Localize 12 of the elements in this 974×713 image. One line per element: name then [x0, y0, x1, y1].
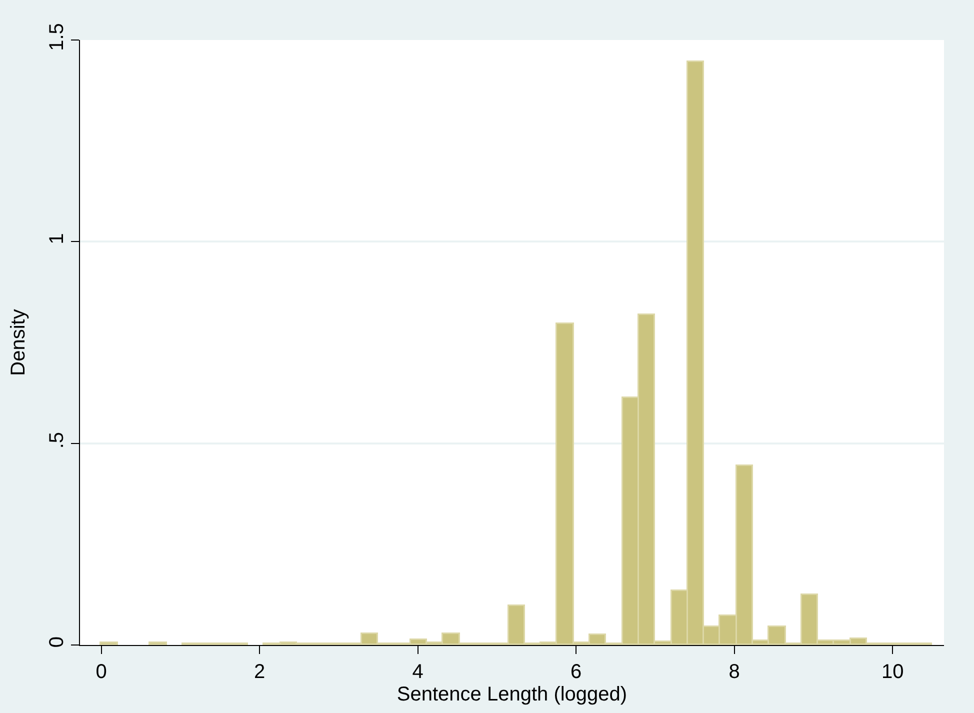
y-axis-title: Density	[8, 309, 30, 376]
x-tick-label: 4	[412, 661, 424, 683]
y-tick-label: .5	[46, 432, 68, 449]
x-tick-label: 2	[254, 661, 266, 683]
x-tick-label: 0	[96, 661, 107, 683]
x-tick-label: 10	[881, 661, 904, 683]
y-tick-label: 1.5	[46, 23, 68, 51]
y-tick-label: 0	[46, 636, 68, 648]
y-tick-label: 1	[46, 233, 68, 244]
x-tick-label: 6	[570, 661, 582, 683]
x-tick-label: 8	[728, 661, 740, 683]
x-axis-title: Sentence Length (logged)	[396, 684, 628, 706]
